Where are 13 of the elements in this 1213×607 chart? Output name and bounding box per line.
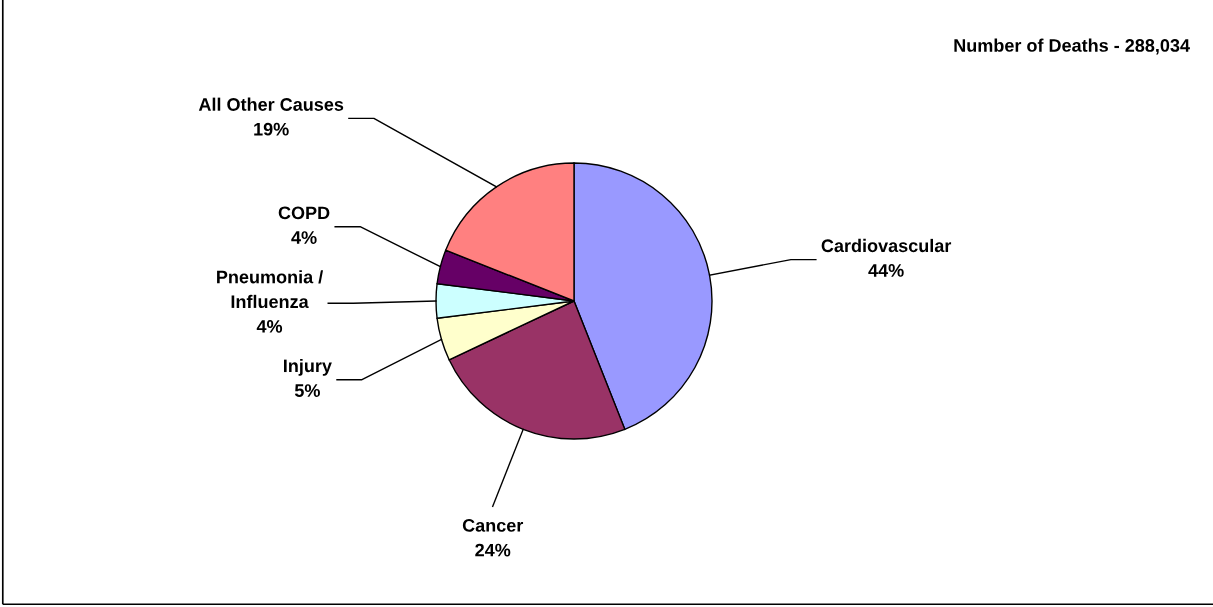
text: Number of Deaths - 288,034: [954, 38, 1190, 55]
slice-label: Pneumonia / Influenza: [217, 270, 324, 309]
data-label: 44%: [868, 264, 904, 277]
slice-label: Cardiovascular: [821, 238, 952, 253]
data-label: 24%: [475, 543, 511, 557]
slice-label: Injury: [284, 358, 332, 376]
slice-label: All Other Causes: [198, 97, 344, 111]
slice-label: COPD: [278, 206, 330, 220]
data-label: 4%: [256, 320, 283, 333]
slice-label: Cancer: [462, 519, 524, 532]
data-label: 5%: [294, 384, 320, 397]
data-label: 19%: [254, 122, 289, 136]
data-label: 4%: [291, 231, 317, 244]
